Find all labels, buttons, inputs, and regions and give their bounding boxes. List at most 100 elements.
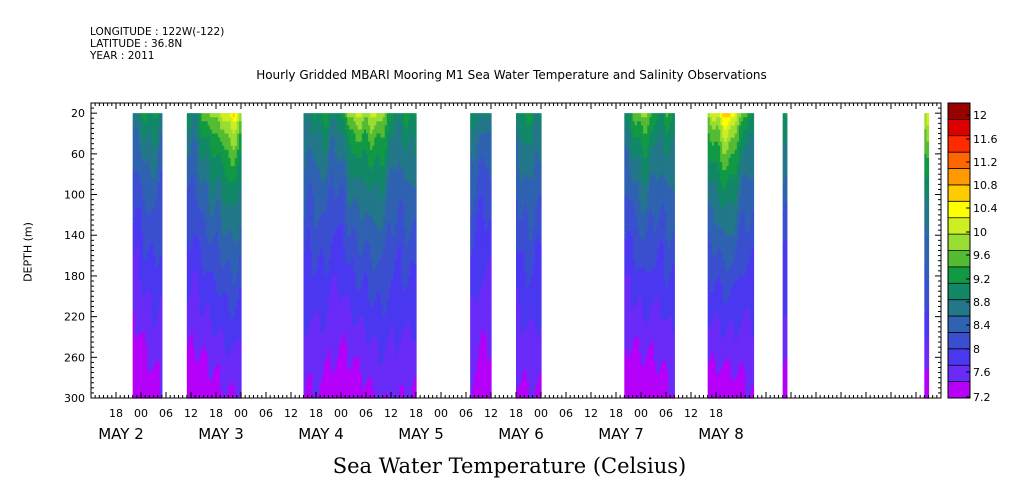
heatmap-cell	[320, 292, 323, 297]
heatmap-cell	[236, 312, 240, 318]
heatmap-cell	[132, 231, 136, 236]
heatmap-cell	[136, 393, 140, 399]
heatmap-cell	[220, 304, 223, 310]
heatmap-cell	[209, 231, 213, 236]
heatmap-cell	[138, 328, 142, 334]
heatmap-cell	[188, 247, 192, 253]
heatmap-cell	[143, 121, 146, 126]
heatmap-cell	[305, 308, 309, 314]
heatmap-cell	[201, 267, 205, 273]
heatmap-cell	[318, 218, 321, 224]
heatmap-cell	[203, 361, 207, 367]
heatmap-cell	[207, 178, 211, 183]
heatmap-cell	[191, 214, 194, 220]
heatmap-cell	[201, 369, 205, 375]
heatmap-cell	[216, 125, 219, 131]
heatmap-cell	[155, 243, 159, 249]
heatmap-cell	[305, 178, 309, 183]
heatmap-cell	[311, 121, 315, 126]
heatmap-cell	[145, 324, 148, 330]
heatmap-cell	[305, 381, 309, 387]
heatmap-cell	[186, 170, 190, 175]
heatmap-cell	[224, 247, 228, 253]
heatmap-cell	[213, 186, 217, 192]
heatmap-cell	[193, 251, 196, 257]
heatmap-cell	[234, 194, 238, 200]
heatmap-cell	[132, 239, 136, 244]
heatmap-cell	[303, 308, 307, 314]
heatmap-cell	[228, 296, 232, 301]
heatmap-cell	[211, 239, 215, 244]
heatmap-cell	[226, 308, 230, 314]
heatmap-cell	[216, 194, 219, 200]
heatmap-cell	[216, 292, 219, 297]
heatmap-cell	[193, 149, 196, 155]
heatmap-cell	[145, 389, 148, 395]
heatmap-cell	[234, 292, 238, 297]
heatmap-cell	[230, 210, 234, 216]
heatmap-cell	[211, 166, 215, 171]
heatmap-cell	[138, 202, 142, 208]
heatmap-cell	[147, 231, 150, 236]
heatmap-cell	[305, 385, 309, 391]
heatmap-cell	[309, 141, 313, 147]
heatmap-cell	[318, 385, 321, 391]
heatmap-cell	[236, 393, 240, 399]
heatmap-cell	[209, 121, 213, 126]
heatmap-cell	[320, 202, 323, 208]
heatmap-cell	[224, 206, 228, 212]
heatmap-cell	[313, 381, 317, 387]
heatmap-cell	[226, 117, 230, 122]
heatmap-cell	[207, 300, 211, 306]
heatmap-cell	[147, 235, 150, 240]
heatmap-cell	[151, 304, 155, 310]
heatmap-cell	[205, 194, 209, 200]
heatmap-cell	[220, 231, 223, 236]
heatmap-cell	[222, 259, 225, 265]
heatmap-cell	[191, 149, 194, 155]
heatmap-cell	[322, 385, 325, 391]
heatmap-cell	[218, 170, 221, 175]
heatmap-cell	[211, 145, 215, 151]
heatmap-cell	[157, 336, 161, 342]
heatmap-cell	[134, 328, 138, 334]
heatmap-cell	[230, 324, 234, 330]
heatmap-cell	[188, 129, 192, 135]
heatmap-cell	[320, 353, 323, 358]
heatmap-cell	[213, 113, 217, 118]
heatmap-cell	[155, 332, 159, 338]
heatmap-cell	[220, 308, 223, 314]
heatmap-cell	[197, 263, 200, 269]
heatmap-cell	[316, 141, 319, 147]
heatmap-cell	[322, 369, 325, 375]
heatmap-cell	[224, 377, 228, 383]
heatmap-cell	[201, 243, 205, 249]
heatmap-cell	[203, 292, 207, 297]
heatmap-cell	[197, 141, 200, 147]
heatmap-cell	[145, 157, 148, 163]
heatmap-cell	[238, 206, 242, 212]
heatmap-cell	[159, 373, 163, 379]
heatmap-cell	[324, 157, 328, 163]
heatmap-cell	[216, 157, 219, 163]
heatmap-cell	[155, 345, 159, 350]
heatmap-cell	[234, 332, 238, 338]
heatmap-cell	[136, 227, 140, 232]
heatmap-cell	[147, 125, 150, 131]
heatmap-cell	[209, 324, 213, 330]
heatmap-cell	[205, 271, 209, 277]
heatmap-cell	[234, 186, 238, 192]
heatmap-cell	[205, 381, 209, 387]
heatmap-cell	[236, 353, 240, 358]
heatmap-cell	[136, 316, 140, 322]
heatmap-cell	[149, 170, 153, 175]
heatmap-cell	[213, 117, 217, 122]
heatmap-cell	[320, 259, 323, 265]
heatmap-cell	[228, 190, 232, 196]
heatmap-cell	[318, 243, 321, 249]
heatmap-cell	[151, 365, 155, 371]
heatmap-cell	[216, 133, 219, 139]
heatmap-cell	[197, 377, 200, 383]
heatmap-cell	[138, 170, 142, 175]
